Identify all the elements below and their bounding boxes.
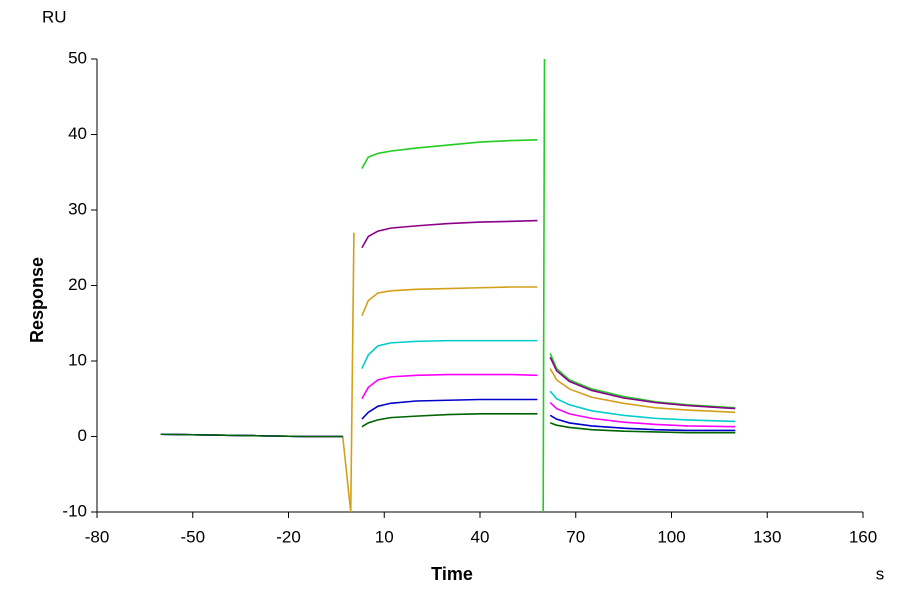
series-line	[160, 58, 736, 513]
y-tick-label: 50	[68, 48, 87, 67]
y-axis-label: Response	[27, 257, 47, 343]
y-tick-label: 10	[68, 350, 87, 369]
x-axis-label: Time	[431, 564, 473, 584]
series-line	[160, 413, 736, 438]
x-tick-label: 40	[471, 527, 490, 546]
series-line	[160, 373, 736, 438]
x-tick-label: -80	[85, 527, 110, 546]
y-tick-label: 20	[68, 275, 87, 294]
x-tick-label: 160	[849, 527, 877, 546]
y-tick-label: 30	[68, 199, 87, 218]
series-line	[160, 219, 736, 438]
y-tick-label: 0	[78, 426, 87, 445]
y-unit: RU	[42, 7, 67, 26]
series-line	[160, 232, 736, 513]
y-tick-label: -10	[62, 501, 87, 520]
x-tick-label: 10	[375, 527, 394, 546]
y-tick-label: 40	[68, 124, 87, 143]
x-tick-label: 70	[566, 527, 585, 546]
x-tick-label: -20	[276, 527, 301, 546]
x-unit: s	[876, 564, 885, 583]
x-tick-label: 130	[753, 527, 781, 546]
x-tick-label: 100	[657, 527, 685, 546]
x-tick-label: -50	[180, 527, 205, 546]
series-line	[160, 339, 736, 438]
